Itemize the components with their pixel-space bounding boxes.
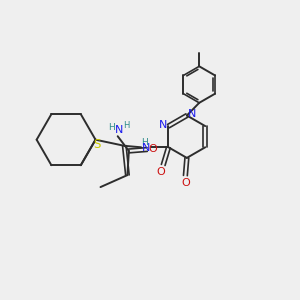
Text: S: S: [93, 139, 101, 152]
Text: H: H: [123, 122, 129, 130]
Text: O: O: [148, 145, 158, 154]
Text: O: O: [157, 167, 165, 177]
Text: H: H: [108, 124, 115, 133]
Text: O: O: [181, 178, 190, 188]
Text: H: H: [142, 138, 148, 147]
Text: N: N: [159, 120, 167, 130]
Text: N: N: [142, 143, 150, 154]
Text: N: N: [188, 109, 196, 119]
Text: N: N: [114, 125, 123, 135]
